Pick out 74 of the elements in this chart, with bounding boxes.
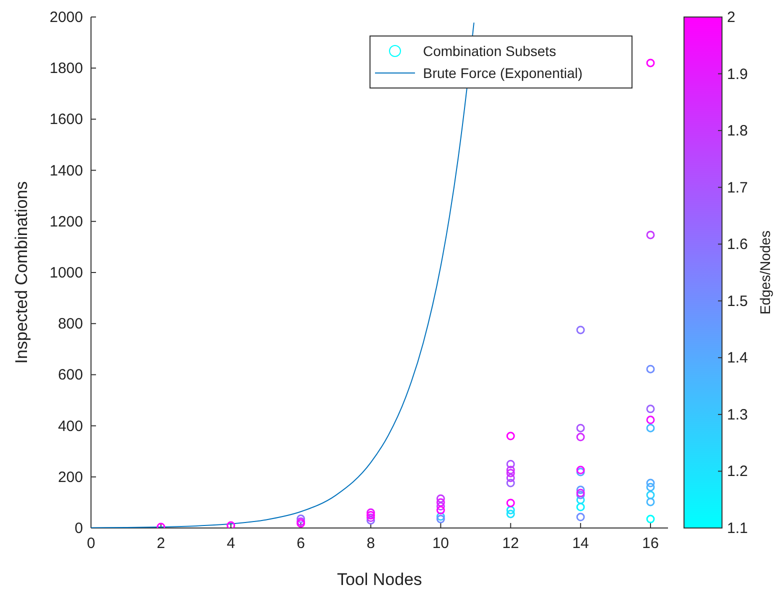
y-tick-label: 1800 [50, 60, 83, 78]
x-tick-label: 2 [156, 535, 166, 552]
point [436, 512, 445, 521]
x-tick-label: 4 [226, 535, 236, 552]
color-bar-title: Edges/Nodes [757, 230, 773, 315]
legend-label: Combination Subsets [423, 43, 556, 59]
point [646, 478, 655, 488]
x-tick-label: 12 [502, 535, 519, 552]
color-bar-label: 1.6 [727, 236, 748, 254]
color-bar-label: 1.9 [727, 66, 748, 83]
color-bar-label: 2 [727, 9, 736, 26]
color-bar-label: 1.1 [727, 520, 748, 537]
point [436, 514, 445, 524]
point [506, 466, 515, 474]
point [506, 460, 515, 468]
point [576, 432, 585, 442]
y-tick-label: 1000 [50, 264, 83, 282]
y-tick-label: 200 [58, 468, 83, 486]
x-axis-title: Tool Nodes [336, 570, 422, 589]
point [576, 424, 585, 432]
y-tick-label: 1200 [50, 213, 83, 230]
x-tick-label: 10 [432, 535, 450, 552]
point [506, 468, 515, 478]
y-tick-label: 1400 [50, 162, 83, 180]
color-bar-label: 1.2 [727, 463, 748, 480]
point [646, 230, 655, 240]
point [366, 510, 376, 520]
point [436, 494, 445, 503]
point [576, 326, 585, 334]
point [646, 514, 655, 524]
y-tick-label: 2000 [50, 9, 83, 26]
x-tick-label: 14 [572, 535, 589, 552]
point [646, 364, 655, 374]
color-bar-label: 1.7 [727, 179, 748, 196]
point [646, 58, 655, 68]
color-bar-label: 1.4 [727, 350, 748, 367]
legend-label: Brute Force (Exponential) [423, 65, 583, 81]
y-tick-label: 800 [58, 316, 83, 333]
point [506, 510, 515, 518]
point [576, 512, 585, 522]
point [576, 502, 585, 512]
point [646, 498, 655, 506]
color-bar-label: 1.8 [727, 122, 748, 140]
point [506, 478, 515, 488]
point [366, 514, 376, 522]
point [226, 521, 236, 528]
point [506, 498, 515, 508]
point [646, 404, 655, 414]
y-tick-label: 400 [58, 418, 83, 435]
x-tick-label: 16 [642, 535, 659, 552]
point [296, 514, 306, 524]
point [436, 498, 445, 507]
point [436, 502, 445, 511]
x-tick-label: 6 [296, 535, 305, 552]
point [506, 506, 515, 514]
point [646, 424, 655, 432]
point [506, 432, 515, 440]
y-tick-label: 1600 [50, 111, 83, 128]
point [506, 474, 515, 482]
x-tick-label: 8 [366, 535, 375, 552]
point [366, 508, 376, 517]
point [646, 482, 655, 492]
y-tick-label: 0 [74, 520, 83, 537]
color-bar-label: 1.5 [727, 292, 748, 310]
point [436, 506, 445, 514]
point [576, 496, 585, 504]
y-tick-label: 600 [58, 366, 83, 384]
point [646, 490, 655, 500]
x-tick-label: 0 [86, 535, 96, 552]
point [366, 516, 376, 525]
point [576, 486, 585, 494]
point [646, 416, 655, 424]
y-axis-title: Inspected Combinations [12, 181, 31, 364]
color-bar-label: 1.3 [727, 406, 748, 424]
